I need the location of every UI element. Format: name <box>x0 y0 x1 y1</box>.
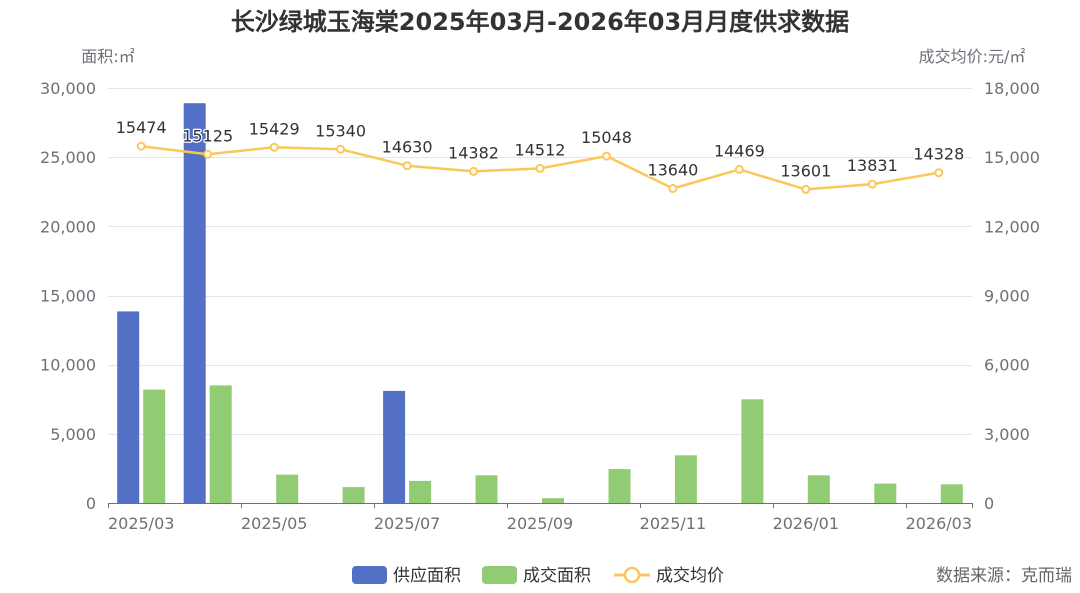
avg-price-point <box>602 151 611 161</box>
sales-area-bar <box>741 399 764 504</box>
avg-price-point <box>469 166 478 176</box>
y-right-axis-name: 成交均价:元/㎡ <box>919 47 1026 66</box>
legend-item-avg-price[interactable]: 成交均价 <box>614 566 724 586</box>
sales-area-bar-group <box>143 385 963 504</box>
avg-price-point <box>734 164 744 174</box>
y-left-axis: 0 5,000 10,000 15,000 20,000 25,000 30,000 <box>40 79 96 513</box>
chart-title: 长沙绿城玉海棠2025年03月-2026年03月月度供求数据 <box>231 8 849 36</box>
legend-label-avg-price: 成交均价 <box>656 566 724 586</box>
sales-area-bar <box>342 487 365 503</box>
avg-price-value-label: 15340 <box>315 121 366 140</box>
x-tick-label: 2025/05 <box>241 514 307 533</box>
sales-area-bar <box>874 483 897 503</box>
avg-price-value-label: 15125 <box>182 126 233 145</box>
avg-price-value-label: 14328 <box>913 145 964 164</box>
legend-item-sales-area[interactable]: 成交面积 <box>482 566 591 586</box>
avg-price-point <box>934 168 944 178</box>
sales-area-bar <box>542 498 564 503</box>
x-tick-label: 2026/03 <box>906 514 972 533</box>
y-left-tick-label: 15,000 <box>40 287 96 306</box>
legend-swatch-sales-area <box>482 566 517 584</box>
avg-price-value-label: 15474 <box>116 118 167 137</box>
sales-area-bar <box>409 480 432 503</box>
supply-area-bar <box>383 390 406 503</box>
x-tick-label: 2025/03 <box>108 514 174 533</box>
avg-price-value-label: 13601 <box>780 161 831 180</box>
x-tick-label: 2025/11 <box>640 514 706 533</box>
avg-price-value-label: 13831 <box>847 156 898 175</box>
avg-price-point <box>801 184 811 194</box>
legend-marker-circle-icon <box>623 566 641 584</box>
sales-area-bar <box>608 469 631 503</box>
data-source-note: 数据来源：克而瑞 <box>936 566 1072 586</box>
line-value-labels: 15474 15125 15429 15340 14630 14382 14512 15048… <box>114 117 965 182</box>
y-left-tick-label: 30,000 <box>40 79 96 98</box>
y-right-tick-label: 9,000 <box>984 287 1030 306</box>
sales-area-bar <box>276 474 299 503</box>
supply-area-bar <box>183 103 206 503</box>
y-left-tick-label: 10,000 <box>40 356 96 375</box>
avg-price-value-label: 14630 <box>382 138 433 157</box>
line-series <box>136 141 944 194</box>
avg-price-value-label: 15048 <box>581 128 632 147</box>
y-left-tick-label: 0 <box>86 494 96 513</box>
y-left-tick-label: 20,000 <box>40 217 96 236</box>
legend-label-supply-area: 供应面积 <box>393 566 461 586</box>
sales-area-bar <box>209 385 232 503</box>
y-left-tick-label: 5,000 <box>50 425 96 444</box>
sales-area-bar <box>674 455 697 503</box>
legend-label-sales-area: 成交面积 <box>523 566 591 586</box>
x-tick-label: 2025/09 <box>507 514 573 533</box>
y-left-tick-label: 25,000 <box>40 148 96 167</box>
supply-area-bar <box>117 311 140 503</box>
avg-price-point <box>535 163 545 173</box>
avg-price-value-label: 14512 <box>515 140 566 159</box>
avg-price-value-label: 13640 <box>647 161 698 180</box>
y-right-tick-label: 3,000 <box>984 425 1030 444</box>
y-right-tick-label: 15,000 <box>984 148 1040 167</box>
avg-price-point <box>402 161 412 171</box>
legend-item-supply-area[interactable]: 供应面积 <box>352 566 461 586</box>
y-right-tick-label: 12,000 <box>984 217 1040 236</box>
avg-price-value-label: 14469 <box>714 141 765 160</box>
legend: 供应面积 成交面积 成交均价 <box>352 566 724 586</box>
x-axis: 2025/03 2025/05 2025/07 2025/09 2025/11 2026/… <box>108 503 973 533</box>
avg-price-point <box>336 144 346 154</box>
avg-price-point <box>203 149 213 159</box>
x-tick-label: 2026/01 <box>773 514 839 533</box>
supply-area-bar-group <box>117 103 406 503</box>
y-right-tick-label: 6,000 <box>984 356 1030 375</box>
sales-area-bar <box>940 484 963 503</box>
x-tick-label: 2025/07 <box>374 514 440 533</box>
avg-price-point <box>867 179 877 189</box>
y-right-tick-label: 18,000 <box>984 79 1040 98</box>
y-left-axis-name: 面积:㎡ <box>81 47 134 66</box>
avg-price-point <box>269 142 279 152</box>
sales-area-bar <box>475 475 498 503</box>
sales-area-bar <box>807 475 830 503</box>
avg-price-value-label: 14382 <box>448 143 499 162</box>
y-right-tick-label: 0 <box>984 494 994 513</box>
legend-swatch-supply-area <box>352 566 387 584</box>
y-right-axis: 0 3,000 6,000 9,000 12,000 15,000 18,000 <box>984 79 1040 513</box>
bar-series <box>117 103 963 504</box>
avg-price-point <box>136 141 146 151</box>
sales-area-bar <box>143 389 166 503</box>
avg-price-value-label: 15429 <box>249 119 300 138</box>
avg-price-point <box>668 184 678 193</box>
